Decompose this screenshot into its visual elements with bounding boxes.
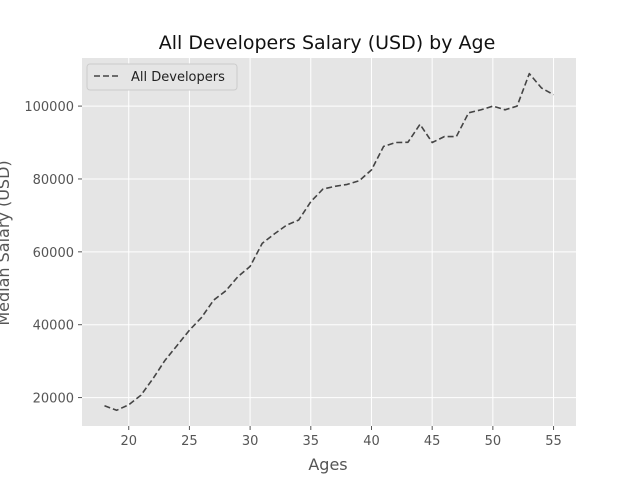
x-axis-label: Ages: [308, 455, 347, 474]
y-tick-label: 80000: [33, 173, 74, 188]
legend-box: [86, 63, 238, 91]
plot-area: [82, 58, 576, 426]
y-tick-label: 40000: [33, 319, 74, 334]
x-tick-label: 35: [303, 434, 320, 449]
legend: All Developers: [86, 63, 238, 91]
axis-ticks: 20 25 30 35 40 45 50 55 20000 40000 60000 80000 1000…: [24, 100, 561, 449]
x-tick-label: 20: [120, 434, 137, 449]
x-tick-label: 25: [181, 434, 198, 449]
x-tick-label: 50: [485, 434, 502, 449]
y-tick-label: 100000: [24, 100, 74, 115]
y-tick-label: 60000: [33, 246, 74, 261]
x-tick-label: 55: [545, 434, 562, 449]
series-line-all-developers: [104, 72, 554, 412]
grid: [82, 58, 576, 426]
legend-label: All Developers: [131, 70, 225, 85]
y-axis-label: Median Salary (USD): [0, 160, 13, 325]
x-tick-label: 30: [242, 434, 259, 449]
x-tick-label: 40: [363, 434, 380, 449]
x-tick-label: 45: [424, 434, 441, 449]
series-layer: [104, 72, 554, 412]
y-tick-label: 20000: [33, 392, 74, 407]
chart-title: All Developers Salary (USD) by Age: [159, 32, 496, 54]
